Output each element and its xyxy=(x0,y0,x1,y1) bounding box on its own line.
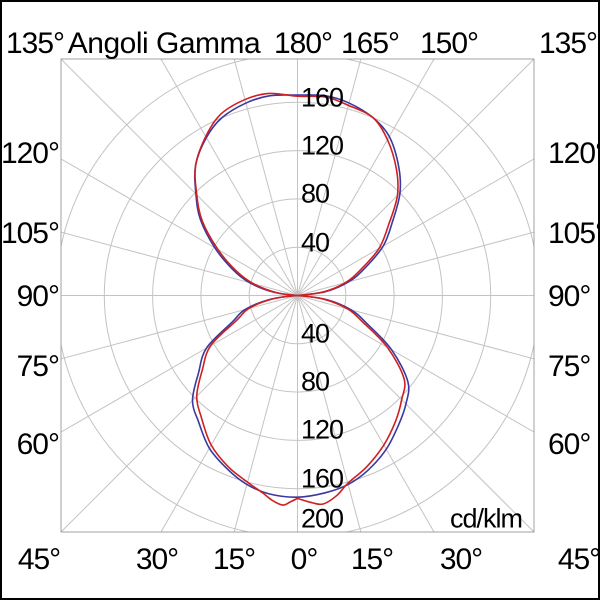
angle-label-left-1: 105° xyxy=(0,217,60,250)
grid-spoke xyxy=(297,59,435,296)
grid-spoke xyxy=(61,295,298,360)
radial-label-upper-40: 40 xyxy=(301,227,330,258)
radial-label-lower-120: 120 xyxy=(301,414,344,445)
red-curve xyxy=(194,92,406,506)
grid-circle xyxy=(200,198,395,393)
angle-label-left-0: 120° xyxy=(0,137,60,170)
angle-label-top-3: 150° xyxy=(419,27,479,60)
grid-circle xyxy=(103,101,492,490)
angle-label-top-4: 135° xyxy=(538,27,598,60)
chart-title: Angoli Gamma xyxy=(67,27,261,60)
radial-label-upper-80: 80 xyxy=(301,178,330,209)
radial-label-lower-160: 160 xyxy=(301,463,344,494)
angle-label-bottom-2: 15° xyxy=(212,543,256,576)
grid-spoke xyxy=(61,295,298,532)
grid-spoke xyxy=(297,295,534,532)
angle-label-left-2: 90° xyxy=(16,280,60,313)
grid-spoke xyxy=(297,295,534,360)
blue-curve xyxy=(191,94,410,498)
angle-label-right-1: 105° xyxy=(548,217,598,250)
grid-spoke xyxy=(233,295,298,532)
radial-label-upper-120: 120 xyxy=(301,130,344,161)
radial-label-lower-40: 40 xyxy=(301,318,330,349)
grid-spoke xyxy=(61,158,298,296)
grid-spoke xyxy=(297,295,362,532)
radial-label-lower-80: 80 xyxy=(301,366,330,397)
grid-spoke xyxy=(297,231,534,296)
angle-label-left-4: 60° xyxy=(16,428,60,461)
angle-label-bottom-3: 0° xyxy=(290,543,319,576)
radial-label-upper-160: 160 xyxy=(301,82,344,113)
grid-spoke xyxy=(297,295,534,433)
grid-spoke xyxy=(297,158,534,296)
angle-label-bottom-1: 30° xyxy=(135,543,179,576)
angle-label-bottom-0: 45° xyxy=(17,543,61,576)
angle-label-bottom-4: 15° xyxy=(350,543,394,576)
grid-spoke xyxy=(160,59,298,296)
grid-spoke xyxy=(61,295,298,433)
angle-label-bottom-5: 30° xyxy=(439,543,483,576)
angle-label-top-0: 135° xyxy=(5,27,65,60)
angle-label-right-2: 90° xyxy=(548,280,591,313)
radial-label-lower-200: 200 xyxy=(301,503,344,534)
angle-label-top-1: 180° xyxy=(273,27,333,60)
angle-label-bottom-6: 45° xyxy=(557,543,600,576)
angle-label-right-3: 75° xyxy=(548,350,591,383)
plot-border xyxy=(60,58,535,533)
grid-circle xyxy=(248,246,347,345)
grid-spoke xyxy=(61,59,298,296)
angle-label-top-2: 165° xyxy=(340,27,400,60)
unit-label: cd/klm xyxy=(450,503,523,534)
angle-label-right-0: 120° xyxy=(548,137,598,170)
angle-label-left-3: 75° xyxy=(16,350,60,383)
grid-spoke xyxy=(297,295,435,532)
grid-circle xyxy=(152,150,443,441)
grid-spoke xyxy=(297,59,534,296)
grid-spoke xyxy=(160,295,298,532)
grid-spoke xyxy=(233,59,298,296)
grid-spoke xyxy=(61,231,298,296)
angle-label-right-4: 60° xyxy=(548,428,591,461)
curves xyxy=(191,92,410,506)
grid-spoke xyxy=(297,59,362,296)
